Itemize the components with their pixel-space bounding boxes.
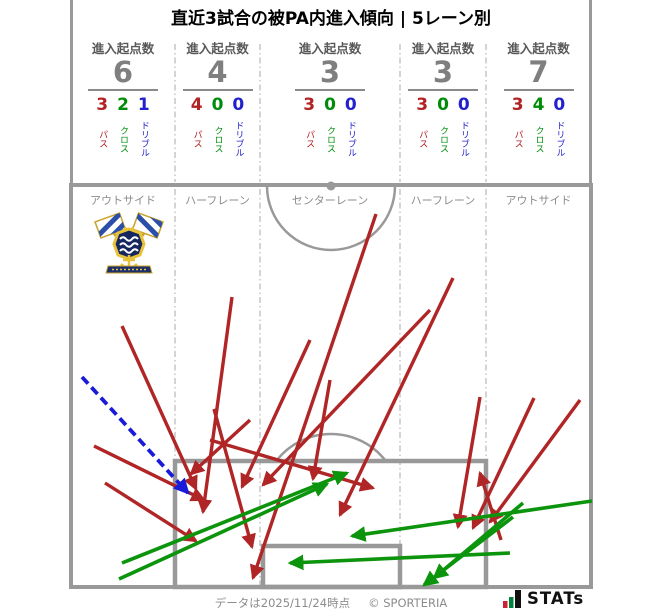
dribble-count: 0 — [232, 95, 245, 115]
lane-label-outside-right: アウトサイド — [505, 194, 572, 207]
stat-header: 進入起点数 — [507, 41, 570, 56]
arrow-pass — [261, 308, 432, 487]
stat-underline — [503, 89, 574, 91]
arrow-cross — [287, 551, 511, 571]
crest-badge — [112, 227, 146, 261]
cross-label: クロス — [533, 125, 544, 153]
pass-count: 3 — [303, 95, 316, 115]
arrow-cross — [121, 470, 350, 565]
lane-label-half-left: ハーフレーン — [185, 194, 250, 207]
copyright: © SPORTERIA — [368, 596, 448, 610]
breakdown: 3 パス 0 クロス 0 ドリブル — [260, 96, 400, 162]
stat-column-outside-right: 進入起点数 7 3 パス 4 クロス 0 ドリブル — [486, 42, 591, 182]
breakdown: 4 パス 0 クロス 0 ドリブル — [175, 96, 260, 162]
cross-label: クロス — [118, 125, 128, 153]
center-spot — [326, 181, 336, 191]
cross-label: クロス — [212, 125, 223, 153]
breakdown: 3 パス 0 クロス 0 ドリブル — [400, 96, 486, 162]
arrow-pass — [307, 379, 332, 482]
dribble-label: ドリブル — [458, 121, 469, 157]
arrow-pass — [452, 396, 482, 530]
lane-labels-row: アウトサイド ハーフレーン センターレーン ハーフレーン アウトサイド — [71, 192, 591, 208]
dribble-count: 0 — [344, 95, 357, 115]
dribble-count: 0 — [457, 95, 470, 115]
pass-label: パス — [512, 130, 523, 148]
arrow-pass — [197, 296, 234, 515]
pass-label: パス — [97, 130, 108, 148]
pass-count: 3 — [511, 95, 524, 115]
stat-header: 進入起点数 — [411, 41, 475, 56]
data-date-note: データは2025/11/24時点 — [214, 596, 351, 610]
stats-logo: STATs — [497, 589, 585, 608]
stat-total: 3 — [432, 55, 454, 89]
stat-underline — [182, 89, 253, 91]
stats-panel: 進入起点数 6 3 パス 2 クロス 1 ドリブル 進入起点数 4 4 パス 0 クロス … — [71, 42, 591, 182]
dribble-label: ドリブル — [554, 121, 565, 157]
pass-label: パス — [417, 130, 428, 148]
stat-total: 7 — [528, 55, 549, 89]
pass-label: パス — [191, 130, 202, 148]
pass-label: パス — [304, 130, 315, 148]
stat-column-half-right: 進入起点数 3 3 パス 0 クロス 0 ドリブル — [400, 42, 486, 182]
stats-logo-text: STATs — [527, 589, 585, 608]
penalty-arc — [276, 432, 386, 461]
stat-header: 進入起点数 — [298, 41, 362, 56]
dribble-count: 1 — [137, 95, 150, 115]
arrow-pass — [488, 398, 582, 524]
breakdown: 3 パス 4 クロス 0 ドリブル — [486, 96, 591, 162]
lane-label-outside-left: アウトサイド — [90, 194, 156, 207]
stat-underline — [408, 89, 478, 91]
stat-total: 6 — [112, 55, 134, 89]
footer-note: データは2025/11/24時点 © SPORTERIA — [71, 595, 591, 611]
cross-count: 0 — [437, 95, 449, 115]
goal-box — [260, 543, 403, 590]
dribble-label: ドリブル — [345, 121, 356, 157]
arrow-pass — [212, 408, 256, 550]
pass-count: 4 — [190, 95, 203, 115]
dribble-label: ドリブル — [233, 121, 244, 157]
stat-column-center: 進入起点数 3 3 パス 0 クロス 0 ドリブル — [260, 42, 400, 182]
stat-total: 4 — [207, 55, 228, 89]
cross-label: クロス — [325, 125, 335, 153]
arrow-pass — [338, 277, 455, 518]
pass-count: 3 — [416, 95, 429, 115]
arrow-pass — [120, 325, 198, 492]
arrow-pass — [249, 213, 378, 581]
arrow-pass — [189, 418, 252, 476]
dribble-count: 0 — [553, 95, 566, 115]
page-title: 直近3試合の被PA内進入傾向 | 5レーン別 — [171, 9, 491, 29]
crest-waves — [119, 236, 139, 254]
stat-underline — [295, 89, 365, 91]
stat-column-outside-left: 進入起点数 6 3 パス 2 クロス 1 ドリブル — [71, 42, 175, 182]
team-crest — [94, 212, 164, 274]
arrow-cross — [432, 501, 525, 580]
stat-column-half-left: 進入起点数 4 4 パス 0 クロス 0 ドリブル — [175, 42, 260, 182]
lane-label-center: センターレーン — [291, 194, 369, 207]
cross-count: 0 — [324, 95, 336, 115]
center-circle — [265, 185, 397, 252]
stat-header: 進入起点数 — [186, 41, 249, 56]
stat-header: 進入起点数 — [91, 41, 155, 56]
breakdown: 3 パス 2 クロス 1 ドリブル — [71, 96, 175, 162]
pass-count: 3 — [96, 95, 109, 115]
lane-label-half-right: ハーフレーン — [410, 194, 476, 207]
cross-count: 4 — [532, 95, 545, 115]
stat-underline — [88, 89, 158, 91]
arrow-pass — [104, 481, 198, 543]
cross-label: クロス — [438, 125, 448, 153]
arrow-pass — [471, 397, 536, 531]
stat-total: 3 — [319, 55, 341, 89]
dribble-label: ドリブル — [138, 121, 149, 157]
arrow-dribble — [80, 375, 190, 495]
cross-count: 0 — [211, 95, 224, 115]
entry-arrows — [80, 213, 593, 587]
arrow-cross — [118, 482, 330, 581]
cross-count: 2 — [117, 95, 129, 115]
arrow-pass — [240, 339, 312, 490]
bar-chart-icon — [503, 590, 521, 608]
arrow-cross — [349, 499, 593, 542]
